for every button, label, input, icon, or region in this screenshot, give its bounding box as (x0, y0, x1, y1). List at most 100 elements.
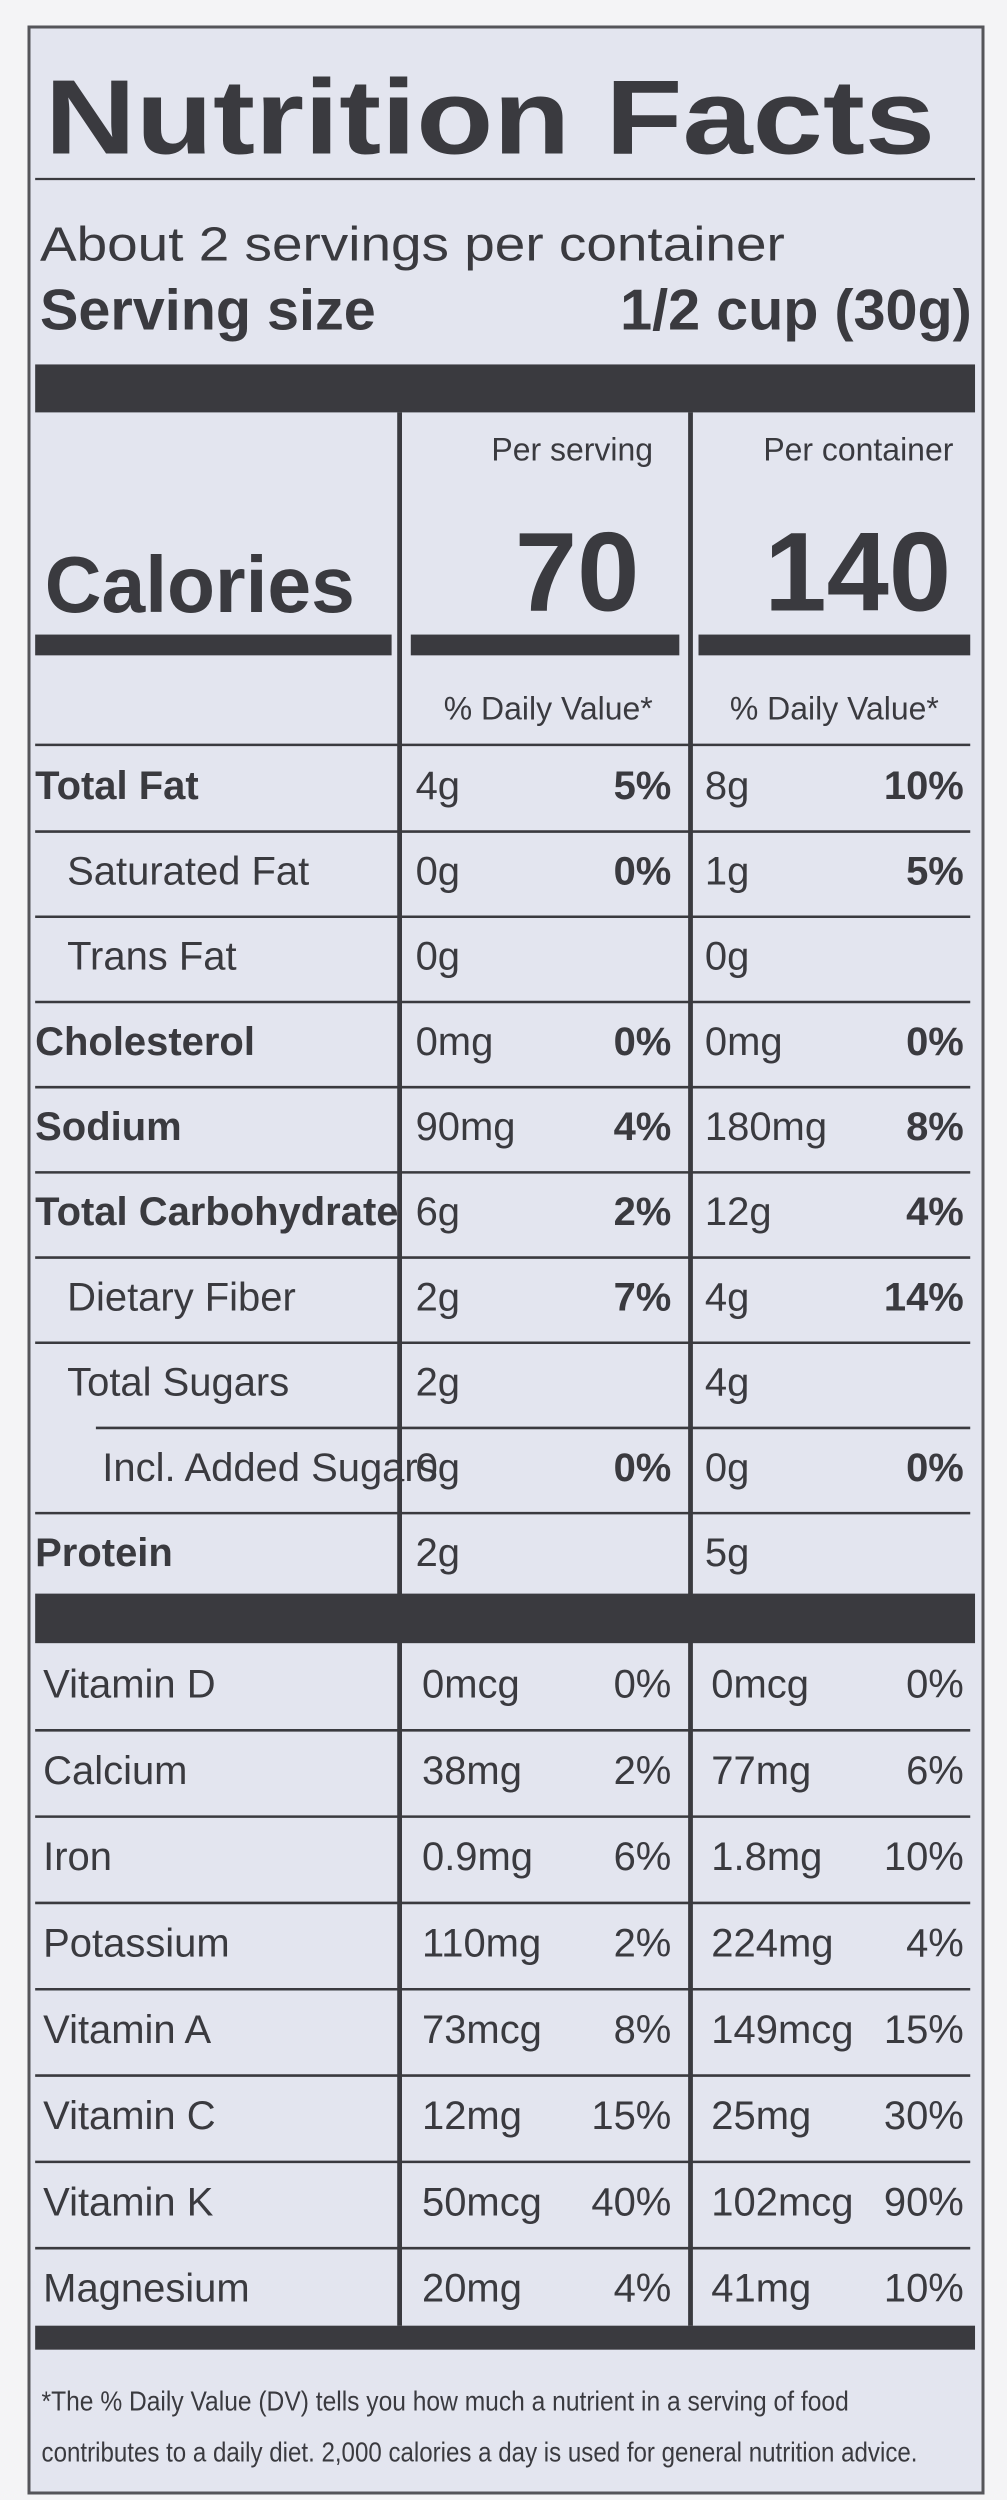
daily-value: 10% (884, 2267, 964, 2311)
amount: 110mg (422, 1921, 541, 1965)
amount: 20mg (422, 2267, 522, 2311)
amount: 0g (705, 935, 749, 979)
amount: 0g (416, 849, 460, 893)
column-heading: Per container (763, 431, 953, 467)
serving-size-label: Serving size (40, 278, 376, 342)
thick-bar (35, 364, 976, 413)
amount: 73mcg (422, 2008, 542, 2052)
amount: 0mg (705, 1020, 783, 1064)
dv-heading: % Daily Value* (730, 690, 939, 726)
footnote: contributes to a daily diet. 2,000 calor… (42, 2437, 918, 2468)
daily-value: 0% (906, 1020, 964, 1064)
daily-value: 7% (614, 1275, 672, 1319)
label-panel (27, 25, 985, 2495)
calories-value: 70 (515, 510, 639, 635)
nutrient-name: Vitamin A (43, 2008, 211, 2052)
amount: 6g (416, 1190, 460, 1234)
nutrient-name: Incl. Added Sugars (102, 1446, 437, 1490)
daily-value: 0% (906, 1663, 964, 1707)
daily-value: 0% (614, 849, 672, 893)
daily-value: 0% (906, 1446, 964, 1490)
nutrient-name: Magnesium (43, 2267, 250, 2311)
amount: 4g (416, 764, 460, 808)
nutrient-name: Total Sugars (67, 1361, 289, 1405)
amount: 38mg (422, 1749, 522, 1793)
amount: 90mg (416, 1105, 516, 1149)
nutrient-name: Cholesterol (35, 1020, 255, 1064)
nutrient-name: Iron (43, 1835, 112, 1879)
daily-value: 15% (884, 2008, 964, 2052)
amount: 0mg (416, 1020, 494, 1064)
amount: 50mcg (422, 2180, 542, 2224)
amount: 1.8mg (711, 1835, 822, 1879)
nutrient-name: Sodium (35, 1105, 182, 1149)
amount: 0g (705, 1446, 749, 1490)
nutrient-name: Potassium (43, 1921, 230, 1965)
daily-value: 4% (614, 2267, 672, 2311)
amount: 0mcg (711, 1663, 809, 1707)
daily-value: 2% (614, 1190, 672, 1234)
amount: 25mg (711, 2094, 811, 2138)
thick-bar (35, 2325, 976, 2350)
nutrient-name: Vitamin D (43, 1663, 215, 1707)
daily-value: 14% (884, 1275, 964, 1319)
daily-value: 8% (906, 1105, 964, 1149)
daily-value: 2% (614, 1749, 672, 1793)
amount: 0mcg (422, 1663, 520, 1707)
medium-bar (410, 634, 680, 656)
daily-value: 6% (906, 1749, 964, 1793)
medium-bar (35, 634, 392, 656)
daily-value: 40% (591, 2180, 671, 2224)
daily-value: 5% (906, 849, 964, 893)
nutrient-name: Dietary Fiber (67, 1275, 296, 1319)
daily-value: 4% (906, 1921, 964, 1965)
daily-value: 0% (614, 1663, 672, 1707)
amount: 12g (705, 1190, 772, 1234)
amount: 12mg (422, 2094, 522, 2138)
amount: 4g (705, 1361, 749, 1405)
daily-value: 4% (614, 1105, 672, 1149)
servings: About 2 servings per container (40, 219, 785, 272)
amount: 2g (416, 1531, 460, 1575)
calories-value: 140 (764, 510, 951, 635)
thick-bar (35, 1593, 976, 1644)
amount: 77mg (711, 1749, 811, 1793)
dv-heading: % Daily Value* (444, 690, 653, 726)
amount: 41mg (711, 2267, 811, 2311)
nutrient-name: Saturated Fat (67, 849, 309, 893)
amount: 180mg (705, 1105, 827, 1149)
daily-value: 6% (614, 1835, 672, 1879)
amount: 0g (416, 935, 460, 979)
amount: 4g (705, 1275, 749, 1319)
daily-value: 0% (614, 1020, 672, 1064)
nutrient-name: Vitamin C (43, 2094, 215, 2138)
daily-value: 0% (614, 1446, 672, 1490)
daily-value: 10% (884, 764, 964, 808)
daily-value: 30% (884, 2094, 964, 2138)
amount: 0.9mg (422, 1835, 533, 1879)
daily-value: 8% (614, 2008, 672, 2052)
daily-value: 10% (884, 1835, 964, 1879)
amount: 224mg (711, 1921, 833, 1965)
medium-bar (698, 634, 971, 656)
amount: 0g (416, 1446, 460, 1490)
nutrient-name: Protein (35, 1531, 173, 1575)
amount: 8g (705, 764, 749, 808)
amount: 5g (705, 1531, 749, 1575)
column-heading: Per serving (491, 431, 653, 467)
amount: 1g (705, 849, 749, 893)
title: Nutrition Facts (45, 59, 935, 176)
nutrient-name: Trans Fat (67, 935, 236, 979)
amount: 2g (416, 1275, 460, 1319)
daily-value: 5% (614, 764, 672, 808)
daily-value: 15% (591, 2094, 671, 2138)
amount: 102mcg (711, 2180, 853, 2224)
daily-value: 2% (614, 1921, 672, 1965)
calories-label: Calories (45, 540, 355, 629)
daily-value: 90% (884, 2180, 964, 2224)
amount: 149mcg (711, 2008, 853, 2052)
footnote: *The % Daily Value (DV) tells you how mu… (42, 2385, 849, 2416)
nutrient-name: Total Fat (35, 764, 199, 808)
nutrient-name: Total Carbohydrate (35, 1190, 398, 1234)
